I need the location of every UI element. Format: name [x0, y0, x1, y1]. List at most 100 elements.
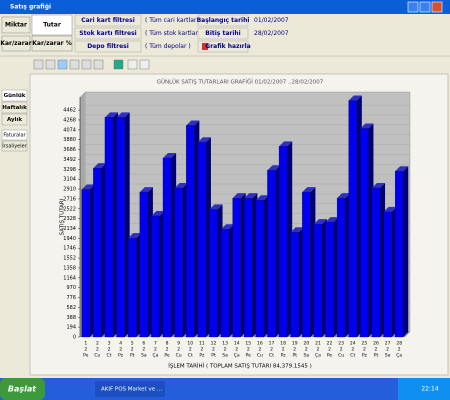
x-tick-weekday: Pe: [246, 353, 252, 359]
x-tick-weekday: Pe: [327, 353, 333, 359]
minimize[interactable]: [407, 1, 419, 13]
x-tick-label: 12: [211, 341, 217, 347]
tab[interactable]: [1, 140, 28, 152]
x-tick-label: 27: [385, 341, 391, 347]
x-tick-month: 2: [166, 347, 169, 353]
icon[interactable]: [81, 59, 92, 70]
x-tick-weekday: Pz: [281, 353, 287, 359]
icon[interactable]: [127, 59, 138, 70]
date-button[interactable]: [197, 27, 249, 40]
x-tick-weekday: Sa: [141, 353, 147, 359]
y-tick-label: 2910: [63, 187, 76, 193]
x-tick-month: 2: [142, 347, 145, 353]
x-tick-month: 2: [293, 347, 296, 353]
bar: [197, 142, 207, 338]
x-tick-weekday: Ct: [188, 353, 193, 359]
task-button[interactable]: [95, 381, 165, 397]
bar: [278, 146, 288, 338]
x-tick-weekday: Cu: [176, 353, 182, 359]
mode-button[interactable]: [31, 14, 73, 36]
x-tick-label: 22: [327, 341, 333, 347]
chart-title: GÜNLÜK SATIŞ TUTARLARI GRAFİĞİ 01/02/200…: [157, 79, 324, 86]
bar-top: [116, 112, 130, 118]
x-tick-label: 25: [362, 341, 368, 347]
bar: [348, 100, 357, 338]
bar-top: [325, 217, 339, 223]
icon[interactable]: [93, 59, 104, 70]
bar-side: [403, 166, 409, 337]
bar: [267, 170, 276, 338]
bar-top: [313, 219, 328, 225]
taskbar: [0, 378, 450, 400]
x-tick-month: 2: [247, 347, 250, 353]
bar-top: [81, 184, 95, 190]
x-tick-weekday: Pt: [130, 353, 135, 359]
bar: [394, 171, 404, 338]
x-tick-weekday: Pz: [199, 353, 205, 359]
start-button[interactable]: [0, 378, 45, 400]
filter-button[interactable]: [74, 27, 142, 40]
x-tick-month: 2: [131, 347, 134, 353]
x-tick-label: 10: [187, 341, 193, 347]
x-tick-label: 14: [234, 341, 240, 347]
filter-label: Depo filtresi: [87, 43, 129, 50]
filter-button[interactable]: [74, 40, 142, 53]
icon[interactable]: [57, 59, 68, 70]
x-tick-weekday: Cu: [338, 353, 344, 359]
bar: [313, 223, 323, 338]
period-button[interactable]: [1, 101, 28, 114]
period-label: Aylık: [7, 117, 22, 123]
bar-top: [371, 183, 386, 189]
task-label: AKIF POS Market ve ...: [101, 387, 162, 393]
x-tick-month: 2: [84, 347, 87, 353]
icon[interactable]: [113, 59, 124, 70]
period-button[interactable]: [1, 89, 28, 102]
period-button[interactable]: [1, 113, 28, 126]
mode-button[interactable]: [31, 35, 73, 52]
icon[interactable]: [139, 59, 150, 70]
date-value: 01/02/2007: [254, 17, 289, 24]
date-button[interactable]: [197, 14, 249, 27]
x-tick-weekday: Pe: [83, 353, 89, 359]
y-tick-label: 3104: [63, 177, 76, 183]
bar-top: [93, 163, 107, 169]
mode-button[interactable]: [1, 35, 31, 52]
bar-top: [151, 210, 165, 216]
bar-top: [162, 153, 177, 159]
y-tick-label: 4268: [63, 117, 76, 123]
filter-label: Stok kartı filtresi: [79, 30, 136, 37]
x-tick-label: 11: [199, 341, 205, 347]
bar: [139, 191, 149, 338]
x-tick-weekday: Ct: [107, 353, 112, 359]
prepare-icon: [202, 43, 208, 50]
x-tick-month: 2: [224, 347, 227, 353]
tab-label: İrsaliyeler: [2, 143, 27, 150]
x-tick-weekday: Pz: [118, 353, 124, 359]
filter-value: ( Tüm cari kartlar ): [145, 17, 201, 24]
prepare-label: Grafik hazırla: [205, 43, 250, 50]
period-label: Günlük: [4, 93, 26, 99]
mode-label: Tutar: [43, 22, 61, 29]
x-tick-label: 2: [96, 341, 99, 347]
x-tick-weekday: Ça: [234, 353, 240, 359]
filter-button[interactable]: [74, 14, 142, 27]
filter-value: ( Tüm depolar ): [145, 43, 191, 50]
x-tick-weekday: Pz: [362, 353, 368, 359]
icon[interactable]: [45, 59, 56, 70]
date-label: Başlangıç tarihi: [197, 17, 250, 24]
maximize[interactable]: [419, 1, 431, 13]
bar-top: [221, 224, 235, 230]
bar: [93, 168, 102, 338]
close[interactable]: [431, 1, 443, 13]
y-tick-label: 1552: [63, 256, 76, 262]
bar-top: [209, 204, 223, 210]
tab[interactable]: [1, 129, 28, 141]
icon[interactable]: [69, 59, 80, 70]
icon[interactable]: [33, 59, 44, 70]
date-value: 28/02/2007: [254, 30, 289, 37]
bar: [232, 198, 241, 338]
mode-button[interactable]: [1, 16, 31, 34]
prepare-button[interactable]: [197, 40, 249, 53]
bar-top: [360, 123, 374, 129]
bar-top: [279, 141, 293, 147]
